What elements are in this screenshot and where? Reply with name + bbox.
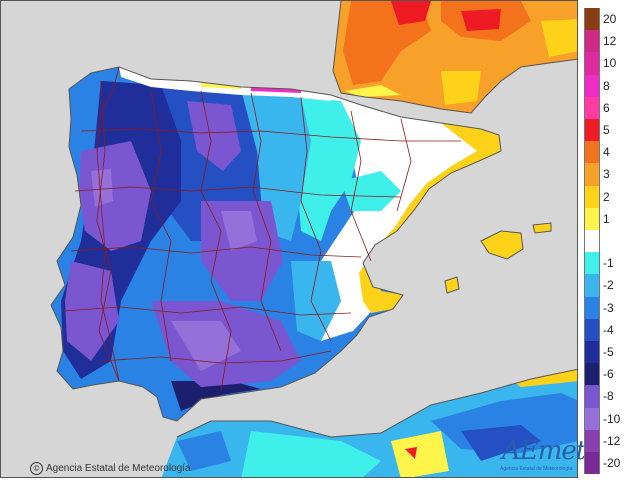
aemet-logo: AEmet Agencia Estatal de Meteorología: [494, 436, 586, 476]
legend-swatch: [584, 407, 600, 430]
legend-swatch: [584, 252, 600, 275]
legend-swatch: [584, 318, 600, 341]
legend-label: 6: [603, 100, 610, 115]
legend-label: 5: [603, 123, 610, 137]
legend-swatch: [584, 119, 600, 142]
legend-swatch: [584, 363, 600, 386]
legend-label: -4: [603, 322, 614, 337]
legend-swatch: [584, 163, 600, 186]
legend-label: -10: [603, 411, 621, 426]
legend-label: -20: [603, 456, 621, 470]
province-borders: [62, 66, 461, 392]
legend-label: -12: [603, 433, 621, 448]
copyright-credit: © Agencia Estatal de Meteorología: [30, 462, 191, 475]
legend-item: -6: [584, 363, 628, 386]
legend-label: 2: [603, 189, 610, 204]
legend-swatch: [584, 296, 600, 319]
legend-label: -5: [603, 345, 614, 359]
legend-label: -3: [603, 300, 614, 315]
legend-label: -2: [603, 278, 614, 293]
iberian-peninsula: [50, 66, 502, 422]
legend-item: -1: [584, 252, 628, 275]
legend-swatch: [584, 74, 600, 97]
france-region: [332, 1, 577, 114]
temperature-map: [0, 0, 578, 478]
legend-swatch: [584, 452, 600, 475]
legend-item: 20: [584, 8, 628, 31]
legend-swatch: [584, 385, 600, 408]
legend-label: -8: [603, 389, 614, 404]
logo-wordmark: AEmet: [502, 436, 586, 466]
balearic-islands: [444, 222, 552, 294]
legend-swatch: [584, 52, 600, 75]
legend-label: -6: [603, 367, 614, 382]
legend-item: 12: [584, 30, 628, 53]
legend-swatch: [584, 341, 600, 364]
legend-label: 4: [603, 145, 610, 160]
legend-item: 4: [584, 141, 628, 164]
legend-label: 12: [603, 34, 617, 49]
legend-swatch: [584, 141, 600, 164]
color-legend: 20 12 10 8 6 5 4 3 2 1 -1 -2 -3 -4 -5 -6 -8 -10 -12 -20: [584, 8, 628, 478]
legend-item: -5: [584, 341, 628, 364]
legend-item: 5: [584, 119, 628, 142]
africa-region: [161, 368, 577, 477]
legend-item: 2: [584, 185, 628, 209]
legend-item: -8: [584, 385, 628, 408]
credit-text: Agencia Estatal de Meteorología: [46, 463, 191, 474]
legend-item: 3: [584, 163, 628, 186]
legend-item: -2: [584, 274, 628, 297]
legend-swatch: [584, 30, 600, 53]
legend-swatch: [584, 8, 600, 31]
legend-label: -1: [603, 256, 614, 271]
legend-item: 10: [584, 52, 628, 75]
legend-label: 1: [603, 211, 610, 226]
legend-item: 6: [584, 96, 628, 120]
legend-label: 10: [603, 56, 617, 71]
legend-swatch: [584, 96, 600, 119]
legend-item: 1: [584, 207, 628, 231]
legend-item: 8: [584, 74, 628, 98]
copyright-icon: ©: [30, 462, 43, 475]
legend-swatch: [584, 429, 600, 452]
legend-label: 8: [603, 78, 610, 93]
legend-item: -10: [584, 407, 628, 431]
legend-item: -4: [584, 318, 628, 342]
legend-item: -20: [584, 452, 628, 475]
legend-swatch: [584, 207, 600, 230]
legend-item: [584, 230, 628, 253]
logo-subtitle: Agencia Estatal de Meteorología: [500, 466, 573, 472]
legend-label: 3: [603, 167, 610, 182]
map-canvas: [50, 1, 577, 477]
legend-swatch: [584, 185, 600, 208]
legend-swatch: [584, 230, 600, 253]
legend-label: 20: [603, 12, 617, 26]
legend-swatch: [584, 274, 600, 297]
legend-item: -12: [584, 429, 628, 453]
legend-item: -3: [584, 296, 628, 320]
